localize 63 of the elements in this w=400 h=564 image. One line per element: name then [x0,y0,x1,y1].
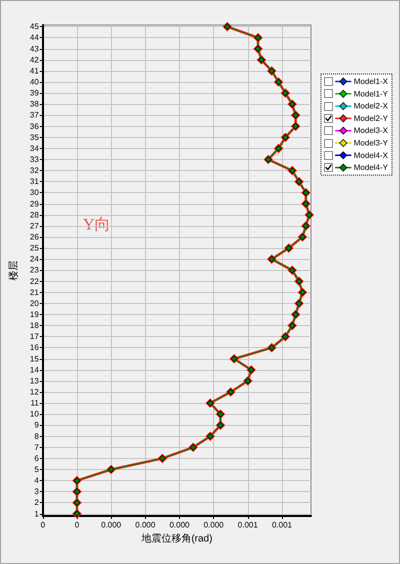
y-tick-label: 30 [30,188,40,198]
y-tick-label: 26 [30,232,40,242]
y-tick-label: 36 [30,122,40,131]
y-tick-label: 44 [30,33,40,42]
y-tick-label: 18 [30,321,40,330]
y-tick-label: 27 [30,221,40,230]
x-tick-label: 0 [74,520,80,530]
y-tick-label: 37 [30,110,40,120]
y-tick-label: 15 [30,354,40,364]
y-tick-label: 8 [34,432,40,441]
y-tick-label: 45 [30,22,40,32]
y-tick-label: 7 [34,442,40,452]
x-tick-label: 0.000 [169,520,190,530]
y-tick-label: 1 [34,509,40,518]
y-tick-label: 38 [30,100,40,109]
y-tick-label: 34 [30,144,40,153]
y-tick-label: 14 [30,365,40,374]
legend-label: Model2-X [354,102,389,111]
y-tick-label: 20 [30,298,40,308]
y-tick-label: 29 [30,199,40,208]
y-tick-label: 31 [30,177,40,186]
legend-label: Model1-X [354,77,389,86]
y-tick-label: 25 [30,244,40,253]
y-tick-label: 24 [30,254,40,264]
y-tick-label: 43 [30,44,40,54]
x-tick-label: 0 [40,520,46,530]
y-tick-label: 21 [30,288,40,297]
y-tick-label: 32 [30,166,40,176]
y-tick-label: 11 [30,398,40,408]
x-tick-label: 0.000 [204,520,224,530]
x-tick-label: 0.000 [101,520,122,530]
y-tick-label: 19 [30,310,40,320]
y-tick-label: 39 [30,88,40,98]
y-tick-label: 41 [30,66,40,76]
legend-label: Model1-Y [354,89,389,98]
y-tick-label: 3 [34,487,40,496]
legend-label: Model4-Y [354,163,389,172]
legend-label: Model2-Y [354,114,389,123]
y-tick-label: 10 [30,410,40,419]
y-tick-label: 17 [30,332,40,342]
y-tick-label: 13 [30,376,40,386]
legend-label: Model3-X [354,126,389,136]
y-tick-label: 6 [34,454,40,463]
x-axis-title: 地震位移角(rad) [140,532,212,544]
y-tick-label: 9 [34,420,40,430]
y-tick-label: 16 [30,343,40,352]
y-tick-label: 40 [30,78,40,87]
y-tick-label: 2 [34,498,40,508]
y-tick-label: 23 [30,266,40,275]
y-tick-label: 35 [30,132,40,142]
y-tick-label: 12 [30,388,40,397]
y-tick-label: 28 [30,210,40,220]
y-tick-label: 22 [30,276,40,286]
legend-label: Model3-Y [354,138,389,148]
x-tick-label: 0.001 [272,520,293,530]
legend-label: Model4-X [354,150,389,160]
x-tick-label: 0.000 [135,520,156,530]
y-tick-label: 5 [34,465,40,474]
y-axis-title: 楼层 [8,260,20,280]
x-tick-label: 0.001 [238,520,258,530]
y-tick-label: 33 [30,155,40,164]
y-tick-label: 4 [34,476,40,486]
y-tick-label: 42 [30,55,40,64]
